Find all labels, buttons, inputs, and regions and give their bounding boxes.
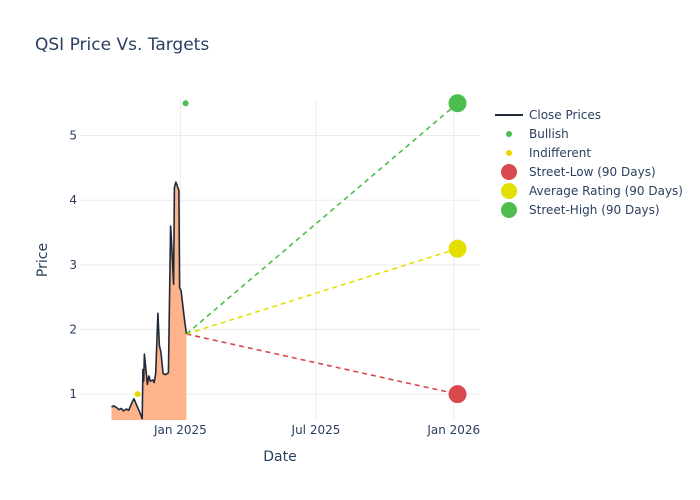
plot-area xyxy=(111,94,467,420)
legend-label: Street-Low (90 Days) xyxy=(529,165,656,179)
x-tick-label: Jul 2025 xyxy=(291,423,341,437)
legend-marker-swatch xyxy=(506,150,512,156)
legend-marker-swatch xyxy=(501,164,517,180)
legend-label: Average Rating (90 Days) xyxy=(529,184,683,198)
legend-label: Close Prices xyxy=(529,108,601,122)
target-line xyxy=(185,102,459,335)
y-tick-label: 3 xyxy=(69,258,77,272)
legend-label: Bullish xyxy=(529,127,569,141)
x-axis-title: Date xyxy=(263,449,296,465)
close-price-area xyxy=(111,182,187,420)
rating-marker xyxy=(182,100,189,107)
legend-label: Indifferent xyxy=(529,146,591,160)
legend-marker-swatch xyxy=(506,131,512,137)
legend: Close Prices Bullish Indifferent Street-Low… xyxy=(495,108,683,218)
x-tick-label: Jan 2026 xyxy=(426,423,480,437)
y-tick-label: 5 xyxy=(69,129,77,143)
legend-label: Street-High (90 Days) xyxy=(529,203,660,217)
target-line xyxy=(186,333,458,395)
axes: Jan 2025 Jul 2025 Jan 2026 1 2 3 4 5 xyxy=(69,129,480,437)
target-marker xyxy=(448,94,467,113)
y-tick-label: 4 xyxy=(69,193,77,207)
target-line xyxy=(186,247,458,335)
rating-marker xyxy=(134,391,141,398)
y-axis-title: Price xyxy=(35,243,51,277)
target-marker xyxy=(448,385,467,404)
legend-marker-swatch xyxy=(501,202,517,218)
chart-title: QSI Price Vs. Targets xyxy=(35,35,209,55)
target-marker xyxy=(448,239,467,258)
y-tick-label: 2 xyxy=(69,322,77,336)
legend-marker-swatch xyxy=(501,183,517,199)
x-tick-label: Jan 2025 xyxy=(153,423,207,437)
y-tick-label: 1 xyxy=(69,387,77,401)
close-price-line xyxy=(111,181,188,420)
